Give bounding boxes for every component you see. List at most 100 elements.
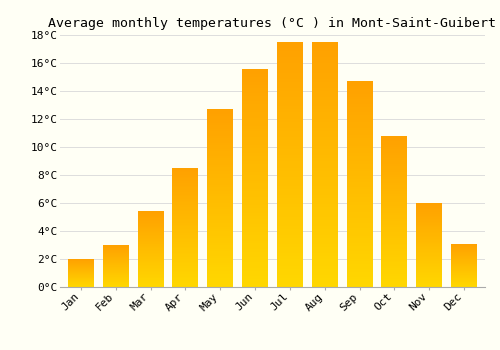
Bar bbox=[277, 171, 303, 174]
Bar bbox=[416, 239, 442, 240]
Bar bbox=[242, 167, 268, 170]
Bar bbox=[451, 249, 477, 250]
Bar bbox=[207, 122, 234, 125]
Bar bbox=[382, 166, 407, 168]
Bar bbox=[346, 117, 372, 120]
Bar bbox=[242, 159, 268, 161]
Bar bbox=[312, 116, 338, 119]
Bar bbox=[312, 247, 338, 250]
Bar bbox=[68, 285, 94, 286]
Bar bbox=[277, 232, 303, 235]
Bar bbox=[416, 265, 442, 266]
Bar bbox=[207, 240, 234, 243]
Bar bbox=[172, 278, 199, 280]
Title: Average monthly temperatures (°C ) in Mont-Saint-Guibert: Average monthly temperatures (°C ) in Mo… bbox=[48, 17, 496, 30]
Bar bbox=[68, 277, 94, 278]
Bar bbox=[416, 268, 442, 269]
Bar bbox=[451, 250, 477, 251]
Bar bbox=[138, 281, 164, 282]
Bar bbox=[312, 85, 338, 88]
Bar bbox=[277, 229, 303, 232]
Bar bbox=[346, 246, 372, 248]
Bar bbox=[451, 260, 477, 261]
Bar bbox=[138, 212, 164, 213]
Bar bbox=[172, 256, 199, 257]
Bar bbox=[312, 70, 338, 73]
Bar bbox=[207, 129, 234, 132]
Bar bbox=[172, 247, 199, 248]
Bar bbox=[277, 220, 303, 223]
Bar bbox=[277, 226, 303, 229]
Bar bbox=[207, 205, 234, 207]
Bar bbox=[172, 254, 199, 256]
Bar bbox=[242, 79, 268, 82]
Bar bbox=[277, 42, 303, 45]
Bar bbox=[242, 82, 268, 85]
Bar bbox=[172, 238, 199, 239]
Bar bbox=[346, 133, 372, 135]
Bar bbox=[312, 207, 338, 210]
Bar bbox=[416, 216, 442, 217]
Bar bbox=[138, 275, 164, 276]
Bar bbox=[277, 131, 303, 134]
Bar bbox=[138, 217, 164, 218]
Bar bbox=[242, 150, 268, 153]
Bar bbox=[242, 71, 268, 74]
Bar bbox=[172, 178, 199, 180]
Bar bbox=[416, 246, 442, 247]
Bar bbox=[277, 256, 303, 259]
Bar bbox=[416, 209, 442, 210]
Bar bbox=[172, 208, 199, 210]
Bar bbox=[68, 283, 94, 284]
Bar bbox=[382, 260, 407, 262]
Bar bbox=[312, 195, 338, 198]
Bar bbox=[172, 237, 199, 238]
Bar bbox=[242, 85, 268, 88]
Bar bbox=[138, 285, 164, 286]
Bar bbox=[207, 136, 234, 138]
Bar bbox=[172, 265, 199, 266]
Bar bbox=[207, 280, 234, 282]
Bar bbox=[207, 214, 234, 216]
Bar bbox=[346, 104, 372, 107]
Bar bbox=[207, 149, 234, 152]
Bar bbox=[138, 235, 164, 236]
Bar bbox=[382, 194, 407, 196]
Bar bbox=[138, 284, 164, 285]
Bar bbox=[138, 249, 164, 250]
Bar bbox=[346, 110, 372, 112]
Bar bbox=[138, 215, 164, 216]
Bar bbox=[207, 220, 234, 223]
Bar bbox=[382, 162, 407, 164]
Bar bbox=[382, 272, 407, 274]
Bar bbox=[138, 216, 164, 217]
Bar bbox=[416, 228, 442, 229]
Bar bbox=[312, 241, 338, 244]
Bar bbox=[242, 107, 268, 110]
Bar bbox=[416, 258, 442, 259]
Bar bbox=[102, 248, 129, 249]
Bar bbox=[242, 273, 268, 276]
Bar bbox=[207, 162, 234, 165]
Bar bbox=[416, 272, 442, 273]
Bar bbox=[102, 272, 129, 273]
Bar bbox=[277, 195, 303, 198]
Bar bbox=[346, 225, 372, 228]
Bar bbox=[346, 89, 372, 91]
Bar bbox=[68, 261, 94, 262]
Bar bbox=[346, 174, 372, 176]
Bar bbox=[172, 268, 199, 269]
Bar bbox=[346, 112, 372, 115]
Bar bbox=[312, 253, 338, 256]
Bar bbox=[242, 129, 268, 131]
Bar bbox=[242, 172, 268, 175]
Bar bbox=[207, 200, 234, 203]
Bar bbox=[242, 115, 268, 118]
Bar bbox=[242, 232, 268, 235]
Bar bbox=[172, 275, 199, 276]
Bar bbox=[172, 217, 199, 218]
Bar bbox=[312, 42, 338, 45]
Bar bbox=[207, 203, 234, 205]
Bar bbox=[312, 122, 338, 125]
Bar bbox=[382, 219, 407, 221]
